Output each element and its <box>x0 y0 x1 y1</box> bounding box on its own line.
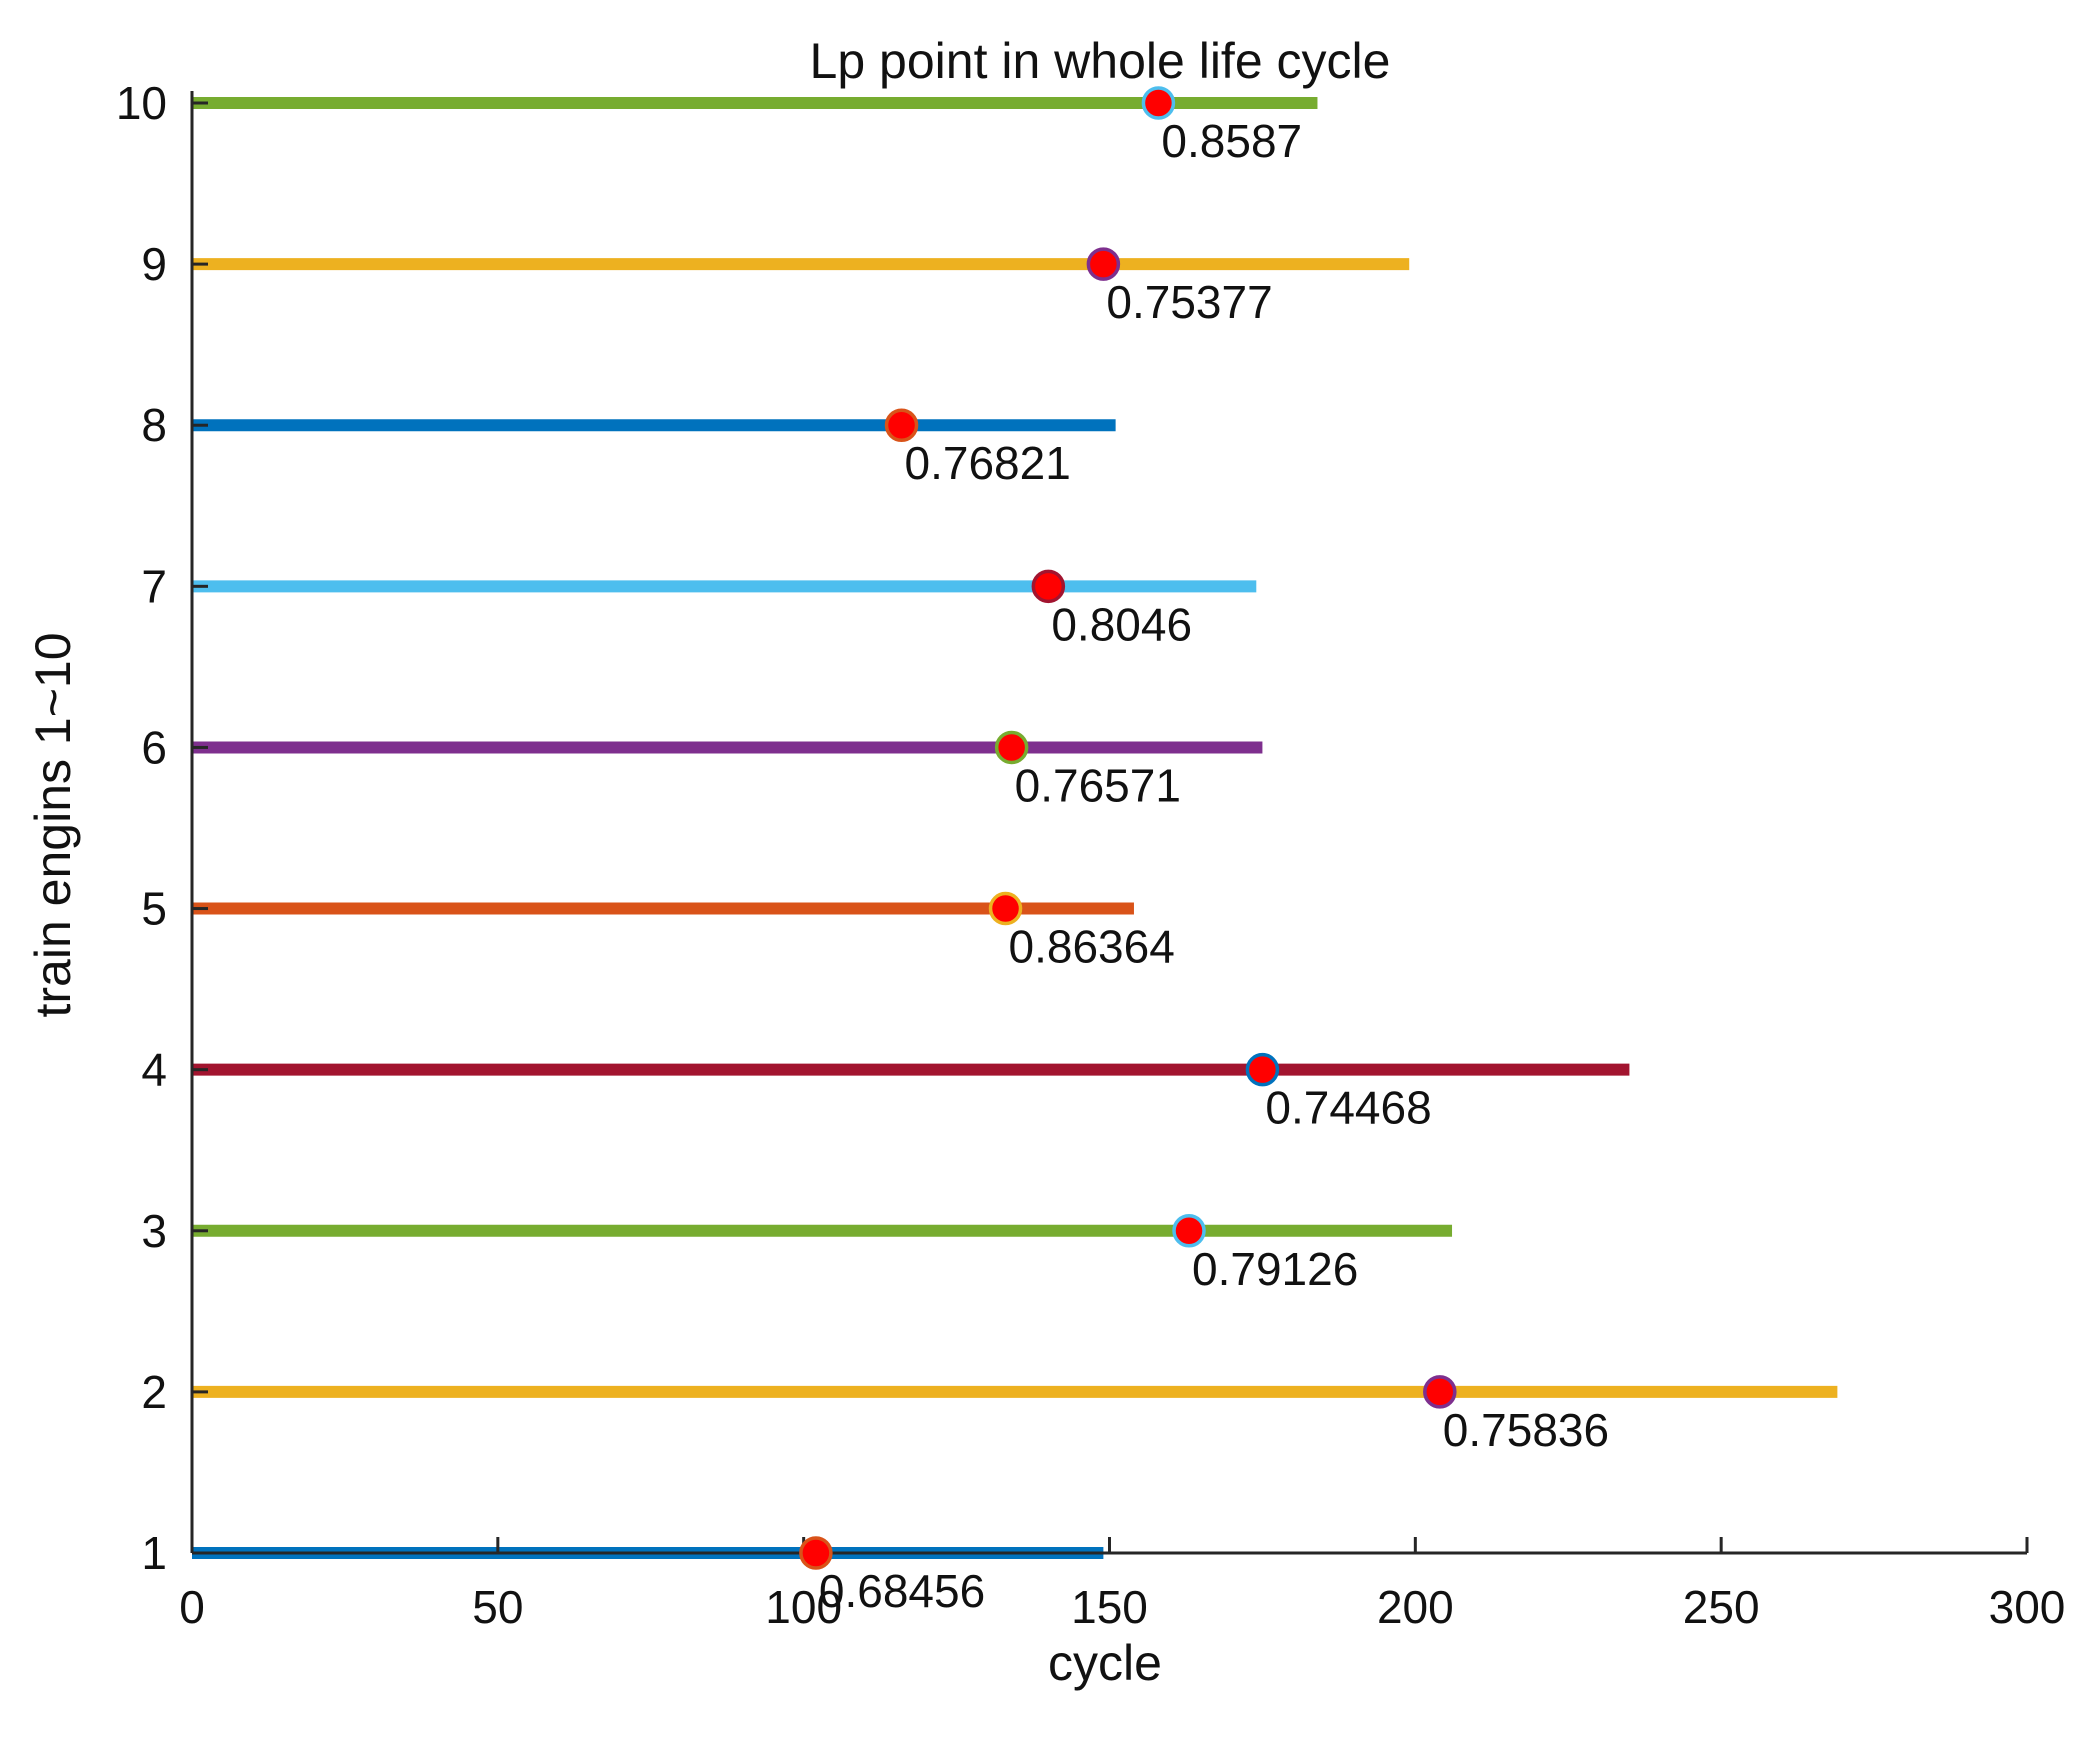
y-tick-label: 5 <box>141 883 167 935</box>
engine-4-lp-point <box>1245 1052 1280 1087</box>
y-tick-label: 4 <box>141 1044 167 1096</box>
y-tick-label: 1 <box>141 1527 167 1579</box>
engine-7-lp-label: 0.8046 <box>1051 598 1192 650</box>
engine-10-lp-label: 0.8587 <box>1161 115 1302 167</box>
engine-8-lp-point <box>884 408 919 442</box>
x-tick-label: 300 <box>1989 1581 2066 1633</box>
y-tick-label: 3 <box>141 1205 167 1257</box>
engine-1-lp-point <box>799 1536 833 1570</box>
engine-2-lp-label: 0.75836 <box>1443 1404 1609 1456</box>
engine-4-lp-label: 0.74468 <box>1265 1082 1431 1134</box>
y-tick-label: 10 <box>116 77 167 129</box>
y-tick-label: 7 <box>141 560 167 612</box>
engine-5-lp-label: 0.86364 <box>1009 921 1175 973</box>
axes: 0 50 100 150 200 250 300 1 2 3 4 5 6 7 8 9 10 <box>116 77 2066 1633</box>
engine-10-lp-point <box>1141 86 1176 120</box>
data-labels: 0.68456 0.75836 0.79126 0.74468 0.86364 0.765… <box>819 115 1609 1617</box>
series-markers <box>799 86 1457 1570</box>
engine-5-lp-point <box>988 891 1023 926</box>
series-lines <box>192 97 1838 1559</box>
engine-8-lp-label: 0.76821 <box>905 437 1071 489</box>
x-tick-label: 150 <box>1071 1581 1148 1633</box>
engine-1-lp-label: 0.68456 <box>819 1565 985 1617</box>
y-tick-label: 2 <box>141 1366 167 1418</box>
y-tick-label: 8 <box>141 399 167 451</box>
y-tick-label: 9 <box>141 238 167 290</box>
x-tick-label: 100 <box>765 1581 842 1633</box>
engine-3-lp-point <box>1172 1214 1206 1248</box>
engine-3-lp-label: 0.79126 <box>1192 1243 1358 1295</box>
x-tick-label: 50 <box>472 1581 523 1633</box>
x-axis-label: cycle <box>1048 1635 1162 1691</box>
engine-9-lp-point <box>1086 247 1121 281</box>
engine-6-lp-point <box>994 730 1029 765</box>
engine-6-lp-label: 0.76571 <box>1015 759 1181 811</box>
x-tick-label: 250 <box>1683 1581 1760 1633</box>
x-tick-label: 200 <box>1377 1581 1454 1633</box>
y-axis-label: train engins 1~10 <box>25 632 81 1017</box>
y-tick-label: 6 <box>141 721 167 773</box>
chart-title: Lp point in whole life cycle <box>810 33 1391 89</box>
engine-9-lp-label: 0.75377 <box>1106 276 1272 328</box>
engine-2-lp-point <box>1423 1375 1457 1409</box>
x-tick-label: 0 <box>179 1581 205 1633</box>
engine-7-lp-point <box>1031 569 1066 604</box>
